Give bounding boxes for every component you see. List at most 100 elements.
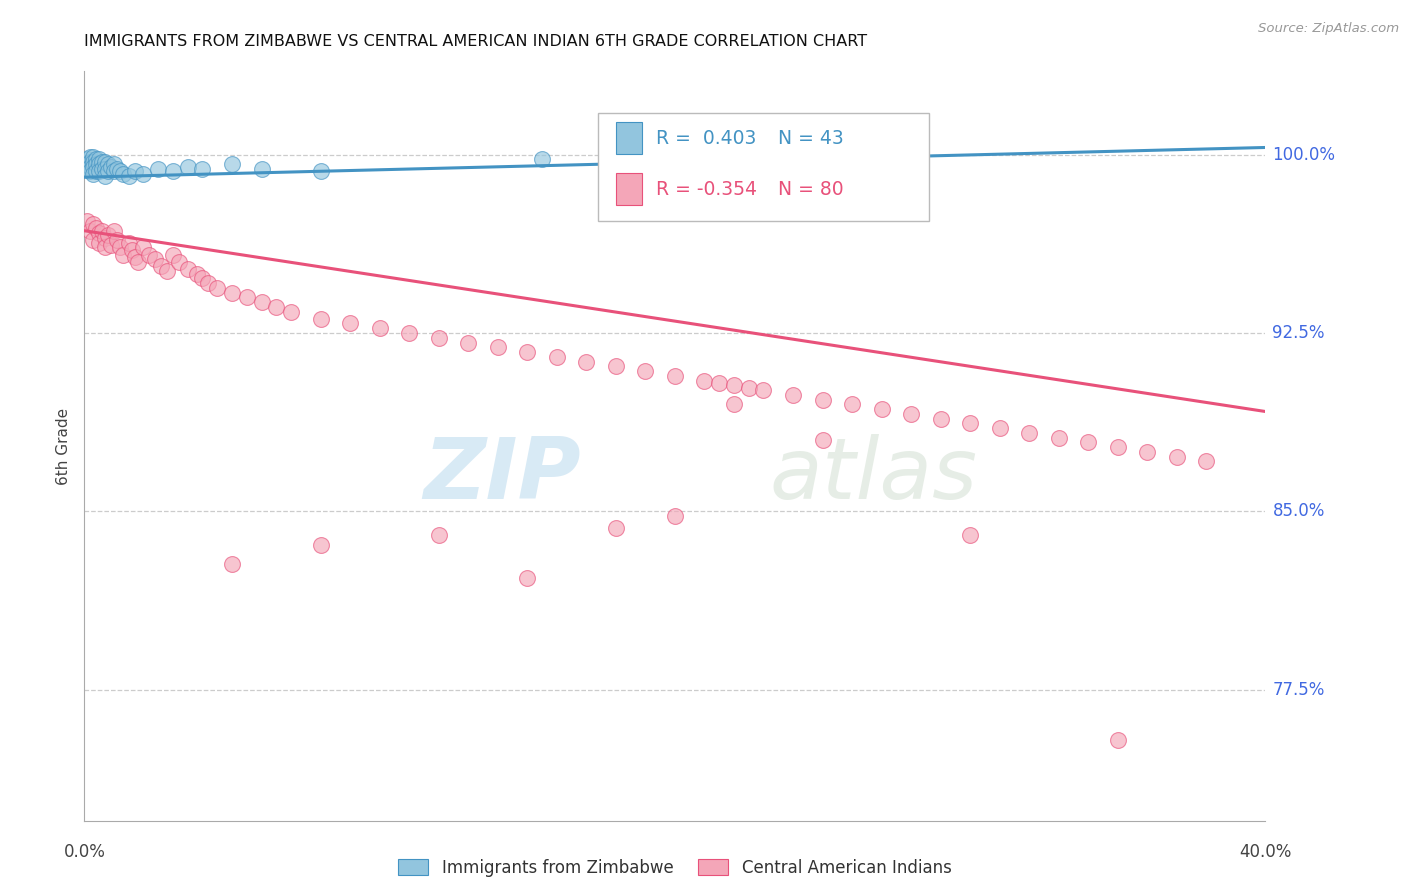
Point xyxy=(148,161,170,176)
Point xyxy=(132,240,155,254)
Point xyxy=(368,321,391,335)
Text: N = 43: N = 43 xyxy=(778,128,844,147)
Text: 77.5%: 77.5% xyxy=(1272,681,1324,698)
Point xyxy=(111,167,134,181)
Point xyxy=(100,238,122,252)
Text: 85.0%: 85.0% xyxy=(1272,502,1324,520)
Point xyxy=(250,161,273,176)
Point xyxy=(339,317,361,331)
Point xyxy=(167,254,190,268)
Point xyxy=(97,228,120,243)
Point xyxy=(634,364,657,378)
Point xyxy=(143,252,166,267)
Point xyxy=(82,150,104,164)
Point xyxy=(605,521,627,535)
Legend: Immigrants from Zimbabwe, Central American Indians: Immigrants from Zimbabwe, Central Americ… xyxy=(391,852,959,883)
Point xyxy=(103,157,125,171)
Point xyxy=(197,276,219,290)
Point xyxy=(900,407,922,421)
Point xyxy=(1136,445,1159,459)
Point xyxy=(959,528,981,542)
Point xyxy=(186,267,208,281)
Point xyxy=(87,157,111,171)
Point xyxy=(87,226,111,240)
Point xyxy=(221,557,243,571)
Text: R = -0.354: R = -0.354 xyxy=(657,179,756,199)
Point xyxy=(76,157,98,171)
Point xyxy=(105,161,128,176)
Text: ZIP: ZIP xyxy=(423,434,581,517)
Point xyxy=(1195,454,1218,468)
Point xyxy=(84,221,107,235)
Point xyxy=(91,161,114,176)
Point xyxy=(105,233,128,247)
Text: 0.0%: 0.0% xyxy=(63,843,105,861)
Point xyxy=(76,161,98,176)
Point xyxy=(150,260,173,274)
Point xyxy=(664,509,686,524)
Point xyxy=(1018,425,1040,440)
FancyBboxPatch shape xyxy=(616,122,641,153)
Point xyxy=(84,153,107,167)
Point xyxy=(1077,435,1099,450)
Point xyxy=(398,326,420,340)
Point xyxy=(693,374,716,388)
Point xyxy=(94,240,117,254)
Point xyxy=(82,167,104,181)
FancyBboxPatch shape xyxy=(616,173,641,205)
Point xyxy=(97,164,120,178)
Point xyxy=(103,164,125,178)
Point xyxy=(870,402,893,417)
Point xyxy=(723,378,745,392)
Point xyxy=(575,354,598,368)
Point xyxy=(162,164,184,178)
Point xyxy=(738,381,761,395)
Point xyxy=(309,538,332,552)
Point xyxy=(127,254,149,268)
Point xyxy=(177,261,200,276)
Point xyxy=(97,157,120,171)
Text: 100.0%: 100.0% xyxy=(1272,145,1336,163)
Text: atlas: atlas xyxy=(769,434,977,517)
Point xyxy=(1107,732,1129,747)
Text: IMMIGRANTS FROM ZIMBABWE VS CENTRAL AMERICAN INDIAN 6TH GRADE CORRELATION CHART: IMMIGRANTS FROM ZIMBABWE VS CENTRAL AMER… xyxy=(84,34,868,49)
Point xyxy=(87,235,111,250)
Point xyxy=(118,235,141,250)
Point xyxy=(811,392,834,407)
Point xyxy=(664,368,686,383)
Point xyxy=(156,264,179,278)
Point xyxy=(118,169,141,183)
Point xyxy=(752,150,775,164)
Point xyxy=(132,167,155,181)
Point xyxy=(87,153,111,167)
Point xyxy=(235,290,259,304)
Point xyxy=(988,421,1011,435)
Point xyxy=(138,247,160,261)
Point xyxy=(280,304,302,318)
Point xyxy=(250,295,273,310)
Point xyxy=(108,240,131,254)
Point xyxy=(929,411,952,425)
Point xyxy=(782,388,804,402)
Point xyxy=(664,154,686,169)
Point xyxy=(82,160,104,174)
Point xyxy=(111,247,134,261)
Point xyxy=(486,340,509,354)
Point xyxy=(309,164,332,178)
Point xyxy=(124,164,146,178)
Point xyxy=(82,217,104,231)
Text: 92.5%: 92.5% xyxy=(1272,324,1324,342)
Point xyxy=(841,397,863,411)
Point xyxy=(79,164,101,178)
Point xyxy=(427,331,450,345)
Point xyxy=(103,224,125,238)
Point xyxy=(723,397,745,411)
Text: R =  0.403: R = 0.403 xyxy=(657,128,756,147)
Point xyxy=(79,150,101,164)
Point xyxy=(91,154,114,169)
Point xyxy=(752,383,775,397)
Point xyxy=(94,169,117,183)
Point xyxy=(1047,431,1070,445)
Point xyxy=(530,153,553,167)
Point xyxy=(191,271,214,285)
